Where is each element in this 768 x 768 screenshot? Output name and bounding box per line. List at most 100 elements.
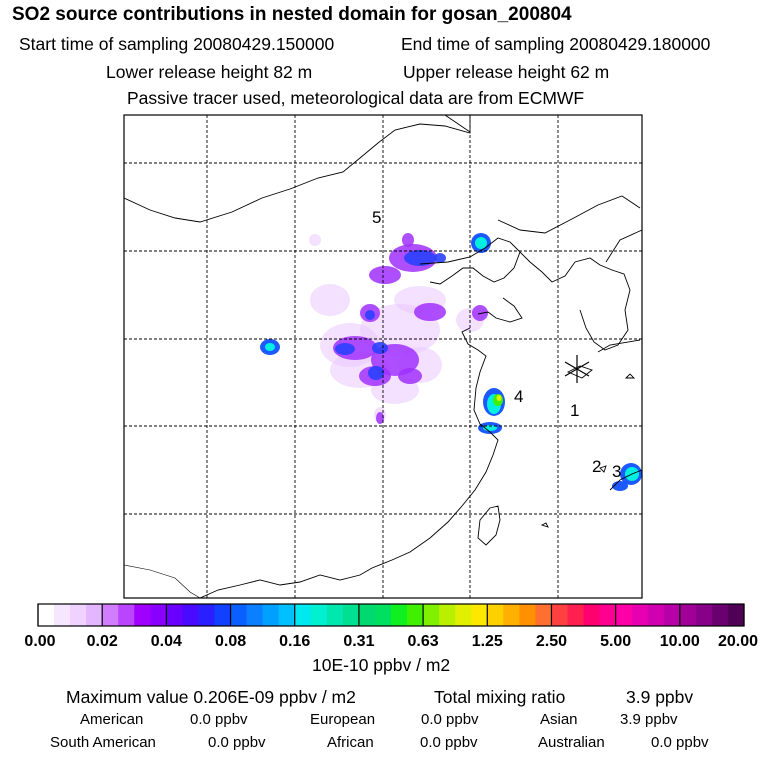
colorbar-swatch <box>615 604 633 626</box>
plume-cell <box>335 343 355 355</box>
colorbar-swatch <box>310 604 328 626</box>
end-time-label: End time of sampling 20080429.180000 <box>401 34 711 54</box>
colorbar-unit: 10E-10 ppbv / m2 <box>312 655 451 675</box>
coastlines <box>124 115 642 598</box>
colorbar-swatch <box>727 604 745 626</box>
colorbar-swatch <box>535 604 552 626</box>
colorbar-swatch <box>647 604 665 626</box>
colorbar-swatch <box>631 604 649 626</box>
total-mixing-label: Total mixing ratio <box>434 687 566 707</box>
colorbar-tick-label: 1.25 <box>472 633 503 650</box>
plume-cell <box>365 310 375 320</box>
colorbar-swatch <box>166 604 183 626</box>
colorbar-swatch <box>294 604 312 626</box>
colorbar-swatch <box>695 604 713 626</box>
colorbar-tick-label: 2.50 <box>536 633 567 650</box>
colorbar-swatch <box>38 604 55 626</box>
colorbar-swatch <box>102 604 119 626</box>
start-time-label: Start time of sampling 20080429.150000 <box>19 34 335 54</box>
colorbar-swatch <box>503 604 520 626</box>
region-value: 0.0 ppbv <box>208 734 266 751</box>
colorbar-swatch <box>711 604 729 626</box>
plume-cell <box>372 342 388 354</box>
colorbar-swatch <box>374 604 392 626</box>
plume-cell <box>376 412 384 424</box>
lat-lon-grid <box>124 115 642 598</box>
plume-cell <box>265 343 275 351</box>
colorbar-swatch <box>214 604 231 626</box>
colorbar-swatch <box>278 604 296 626</box>
plume-cell <box>472 305 488 321</box>
plume-cell <box>402 233 414 247</box>
colorbar-swatch <box>519 604 536 626</box>
colorbar-swatch <box>679 604 697 626</box>
colorbar-swatch <box>423 604 440 626</box>
colorbar-tick-label: 0.04 <box>151 633 182 650</box>
colorbar-swatch <box>70 604 87 626</box>
colorbar-swatch <box>326 604 344 626</box>
max-value-label: Maximum value 0.206E-09 ppbv / m2 <box>66 687 356 707</box>
colorbar-swatch <box>583 604 600 626</box>
source-label-3: 3 <box>612 462 621 481</box>
colorbar-swatch <box>86 604 103 626</box>
plume-cell <box>310 284 350 316</box>
colorbar-swatch <box>198 604 215 626</box>
colorbar-tick-label: 0.02 <box>87 633 118 650</box>
colorbar-swatch <box>246 604 264 626</box>
colorbar-swatch <box>439 604 456 626</box>
region-value: 0.0 ppbv <box>190 711 248 728</box>
region-name: Australian <box>538 734 605 751</box>
region-name: European <box>310 711 376 728</box>
colorbar-swatch <box>118 604 135 626</box>
colorbar-ticks: 0.00 0.02 0.04 0.08 0.16 0.31 0.63 1.25 2.50 5.00… <box>24 604 758 650</box>
colorbar-swatch <box>487 604 504 626</box>
colorbar-swatch <box>567 604 584 626</box>
total-mixing-value: 3.9 ppbv <box>626 687 694 707</box>
colorbar-tick-label: 10.00 <box>660 633 700 650</box>
colorbar-swatch <box>663 604 681 626</box>
chart-title: SO2 source contributions in nested domai… <box>12 4 572 25</box>
lower-release-label: Lower release height 82 m <box>106 62 313 82</box>
region-name: South American <box>50 734 156 751</box>
colorbar-tick-label: 0.00 <box>24 633 55 650</box>
colorbar-tick-label: 0.31 <box>343 633 374 650</box>
colorbar-swatch <box>134 604 151 626</box>
region-value: 0.0 ppbv <box>651 734 709 751</box>
colorbar-swatch <box>391 604 408 626</box>
colorbar-swatch <box>599 604 617 626</box>
colorbar-swatch <box>471 604 488 626</box>
colorbar-swatch <box>407 604 424 626</box>
colorbar-swatch <box>262 604 280 626</box>
plume-cell <box>369 266 401 284</box>
colorbar-swatch <box>551 604 568 626</box>
colorbar-swatch <box>230 604 247 626</box>
plume-cell <box>398 368 422 384</box>
borders <box>124 564 201 598</box>
plume-cell <box>434 253 446 263</box>
colorbar-tick-label: 20.00 <box>718 633 758 650</box>
colorbar-swatch <box>54 604 71 626</box>
region-name: African <box>327 734 374 751</box>
plume-cell <box>368 366 384 380</box>
region-name: Asian <box>540 711 578 728</box>
concentration-plumes <box>260 233 642 491</box>
colorbar-tick-label: 0.16 <box>279 633 310 650</box>
plume-cell <box>309 234 321 246</box>
colorbar-tick-label: 0.08 <box>215 633 246 650</box>
colorbar-tick-label: 0.63 <box>408 633 439 650</box>
upper-release-label: Upper release height 62 m <box>403 62 610 82</box>
source-label-4: 4 <box>514 387 523 406</box>
source-label-5: 5 <box>372 208 381 227</box>
tracer-note: Passive tracer used, meteorological data… <box>127 88 585 108</box>
map-area <box>124 115 642 598</box>
plume-cell <box>404 250 436 266</box>
colorbar-swatch <box>342 604 360 626</box>
colorbar-swatch <box>150 604 167 626</box>
plume-cell <box>496 395 502 401</box>
region-value: 0.0 ppbv <box>421 711 479 728</box>
receptor-marker <box>564 355 590 383</box>
colorbar <box>37 603 745 627</box>
region-name: American <box>80 711 144 728</box>
region-value: 0.0 ppbv <box>420 734 478 751</box>
